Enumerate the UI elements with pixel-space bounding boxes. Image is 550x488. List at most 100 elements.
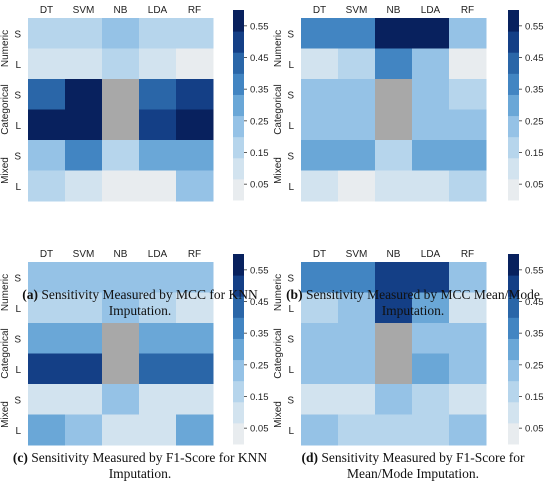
heatmap-cell [176, 414, 214, 446]
colorbar-tick-label: 0.35 [250, 329, 269, 340]
heatmap-cell [301, 140, 339, 171]
colorbar-tick-label: 0.55 [250, 21, 269, 32]
heatmap-cell [176, 384, 214, 415]
heatmap-panel-4: DT SVM NB LDA RF S L S L S L Numeric Categorical Mixe… [273, 249, 544, 446]
column-label: NB [387, 249, 401, 260]
group-label: Numeric [273, 274, 284, 311]
heatmap-cell [375, 353, 413, 385]
group-label: Numeric [0, 30, 11, 67]
column-label: LDA [421, 5, 441, 16]
group-label: Numeric [273, 30, 284, 67]
heatmap-cell [412, 414, 450, 446]
row-label: L [288, 365, 294, 376]
panel-caption: (d) Sensitivity Measured by F1-Score for… [278, 450, 548, 482]
colorbar-segment [508, 317, 519, 339]
heatmap-cell [176, 48, 214, 80]
heatmap-cell [375, 262, 413, 293]
column-label: DT [40, 249, 53, 260]
heatmap-panel-1: DT SVM NB LDA RF S L S L S L Numeric Categorical Mixe… [0, 5, 269, 202]
heatmap-cell [139, 384, 177, 415]
heatmap-cell [65, 170, 103, 202]
colorbar-segment [508, 401, 519, 424]
group-label: Categorical [0, 328, 11, 379]
heatmap-cell [449, 140, 487, 171]
heatmap-cell [28, 109, 66, 141]
heatmap-cell [375, 292, 413, 324]
heatmap-cell [412, 323, 450, 354]
heatmap-cell [338, 109, 376, 141]
heatmap-cell [375, 323, 413, 354]
colorbar-segment [508, 359, 519, 382]
colorbar-tick-label: 0.35 [250, 85, 269, 96]
heatmap-cell [338, 48, 376, 80]
heatmap-cell [176, 79, 214, 110]
heatmap-cell [301, 292, 339, 324]
row-label: L [288, 304, 294, 315]
caption-text: Sensitivity Measured by MCC Mean/Mode Im… [302, 287, 540, 318]
heatmap-cell [102, 48, 140, 80]
row-label: L [288, 182, 294, 193]
group-label: Mixed [273, 157, 284, 184]
colorbar-tick-label: 0.05 [250, 180, 269, 191]
heatmap-cell [301, 323, 339, 354]
heatmap-cell [28, 48, 66, 80]
row-label: S [14, 395, 21, 406]
heatmap-cell [102, 79, 140, 110]
heatmap-cell [338, 292, 376, 324]
heatmap-cell [28, 262, 66, 293]
heatmap-cell [102, 292, 140, 324]
heatmap-cell [301, 79, 339, 110]
heatmap-cell [28, 323, 66, 354]
heatmap-cell [102, 414, 140, 446]
heatmap-cell [449, 384, 487, 415]
column-label: LDA [421, 249, 441, 260]
row-label: S [287, 395, 294, 406]
row-label: L [288, 121, 294, 132]
row-label: L [15, 182, 21, 193]
colorbar-segment [233, 136, 244, 159]
heatmap-cell [139, 414, 177, 446]
heatmap-cell [338, 262, 376, 293]
colorbar-segment [233, 73, 244, 95]
heatmap-cell [412, 18, 450, 49]
row-label: L [15, 426, 21, 437]
row-label: L [15, 60, 21, 71]
colorbar-segment [233, 31, 244, 53]
row-label: S [287, 273, 294, 284]
column-label: NB [114, 249, 128, 260]
colorbar-segment [508, 136, 519, 159]
heatmap-panel-2: DT SVM NB LDA RF S L S L S L Numeric Categorical Mixe… [273, 5, 544, 202]
colorbar-tick-label: 0.25 [525, 360, 544, 371]
heatmap-cell [338, 323, 376, 354]
heatmap-cell [65, 323, 103, 354]
heatmap-cell [301, 18, 339, 49]
colorbar-segment [233, 254, 244, 276]
colorbar: 0.05 0.15 0.25 0.35 0.45 0.55 [508, 254, 544, 445]
heatmap-cell [176, 109, 214, 141]
colorbar-tick-label: 0.25 [250, 360, 269, 371]
row-label: S [14, 334, 21, 345]
heatmap-cell [102, 353, 140, 385]
heatmap-cell [65, 18, 103, 49]
colorbar-tick-label: 0.05 [525, 180, 544, 191]
column-label: DT [313, 249, 326, 260]
caption-letter: (b) [286, 287, 303, 302]
row-label: S [14, 29, 21, 40]
colorbar-tick-label: 0.05 [525, 424, 544, 435]
colorbar-segment [508, 115, 519, 138]
heatmap-cell [301, 48, 339, 80]
colorbar-tick-label: 0.15 [250, 148, 269, 159]
heatmap-cell [375, 384, 413, 415]
heatmap-cell [102, 170, 140, 202]
caption-text: Sensitivity Measured by MCC for KNN Impu… [38, 287, 258, 318]
heatmap-cell [449, 170, 487, 202]
heatmap-cell [28, 414, 66, 446]
group-label: Mixed [273, 401, 284, 428]
heatmap-cell [139, 170, 177, 202]
heatmap-cell [301, 170, 339, 202]
column-label: NB [387, 5, 401, 16]
heatmap-cell [102, 384, 140, 415]
heatmap-cell [375, 170, 413, 202]
heatmap-cell [375, 48, 413, 80]
heatmap-cell [338, 384, 376, 415]
